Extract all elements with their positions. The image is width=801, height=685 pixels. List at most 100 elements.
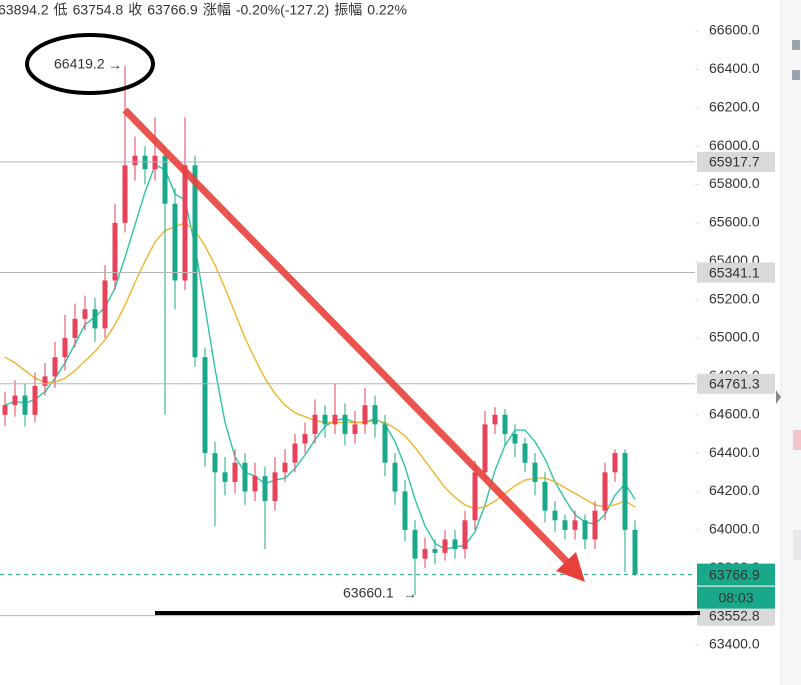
y-tick-label: 64200.0 bbox=[709, 482, 760, 498]
trend-arrow bbox=[122, 107, 573, 568]
candle-body bbox=[72, 318, 78, 339]
candle-body bbox=[602, 472, 608, 511]
candle-body bbox=[392, 462, 398, 492]
highlight-circle bbox=[25, 33, 155, 95]
header-item: 63766.9 bbox=[147, 2, 198, 18]
candle-body bbox=[472, 472, 478, 521]
ma-line bbox=[4, 164, 636, 550]
header-item: -0.20%(-127.2) bbox=[236, 2, 329, 18]
y-tick-label: 65000.0 bbox=[709, 329, 760, 345]
y-tick-label: 66600.0 bbox=[709, 22, 760, 38]
price-label-box bbox=[697, 605, 775, 626]
candle-body bbox=[562, 520, 568, 530]
y-tick-label: 66000.0 bbox=[709, 137, 760, 153]
candle-body bbox=[332, 414, 338, 425]
candle-body bbox=[622, 453, 628, 530]
candle-body bbox=[172, 203, 178, 281]
countdown-box bbox=[697, 586, 775, 609]
price-label-box bbox=[697, 262, 775, 283]
candle-body bbox=[22, 395, 28, 415]
candle-body bbox=[182, 165, 188, 281]
candle-body bbox=[592, 510, 598, 540]
candle-body bbox=[312, 414, 318, 434]
side-panel bbox=[781, 0, 801, 685]
side-icons bbox=[776, 40, 801, 560]
countdown: 08:03 bbox=[718, 589, 753, 605]
candle-body bbox=[62, 338, 68, 358]
header-item: 收 bbox=[128, 2, 142, 18]
candle-body bbox=[282, 462, 288, 473]
candle-body bbox=[572, 520, 578, 530]
candle-body bbox=[92, 309, 98, 329]
candle-body bbox=[112, 222, 118, 281]
candle-body bbox=[382, 424, 388, 463]
candle-body bbox=[492, 414, 498, 425]
candle-body bbox=[142, 155, 148, 170]
last-price-box bbox=[697, 563, 775, 586]
candle-body bbox=[42, 376, 48, 386]
collapse-arrow bbox=[776, 390, 781, 404]
price-label-box bbox=[697, 373, 775, 394]
candle-body bbox=[522, 443, 528, 463]
candle-body bbox=[82, 309, 88, 319]
candle-body bbox=[322, 414, 328, 425]
candle-body bbox=[152, 155, 158, 170]
candle-body bbox=[122, 165, 128, 223]
trend-arrow-head bbox=[556, 552, 585, 582]
y-tick-label: 64400.0 bbox=[709, 444, 760, 460]
candle-body bbox=[262, 476, 268, 502]
price-label-box bbox=[697, 151, 775, 172]
low-arrow: → bbox=[403, 586, 417, 602]
candle-body bbox=[102, 280, 108, 329]
candle-body bbox=[212, 453, 218, 473]
candle-body bbox=[462, 520, 468, 550]
candle-body bbox=[412, 529, 418, 559]
y-tick-label: 64600.0 bbox=[709, 405, 760, 421]
candle-body bbox=[512, 433, 518, 444]
y-tick-label: 65600.0 bbox=[709, 214, 760, 230]
candle-body bbox=[292, 443, 298, 463]
high-arrow: → bbox=[108, 57, 122, 73]
candle-body bbox=[52, 357, 58, 377]
candle-body bbox=[242, 462, 248, 492]
candle-body bbox=[132, 155, 138, 166]
last-price-label: 63766.9 bbox=[709, 566, 760, 582]
icon bbox=[793, 430, 801, 450]
header-item: 63894.2 bbox=[0, 2, 49, 18]
price-label: 64761.3 bbox=[709, 376, 760, 392]
header-item: 振幅 bbox=[334, 2, 362, 18]
price-label: 65917.7 bbox=[709, 154, 760, 170]
candle-body bbox=[2, 405, 8, 415]
plot: 66600.0 66400.0 66200.0 66000.0 65800.0 65600… bbox=[0, 22, 775, 652]
candle-body bbox=[342, 414, 348, 434]
y-tick-label: 66400.0 bbox=[709, 60, 760, 76]
y-tick-label: 65800.0 bbox=[709, 175, 760, 191]
high-label: 66419.2 bbox=[54, 56, 105, 72]
candle-body bbox=[12, 395, 18, 406]
icon bbox=[792, 70, 800, 80]
candle-body bbox=[402, 491, 408, 530]
candle-body bbox=[372, 405, 378, 425]
candle-body bbox=[302, 433, 308, 444]
candle-body bbox=[222, 472, 228, 482]
candle-body bbox=[362, 405, 368, 425]
candle-body bbox=[612, 453, 618, 473]
candle-body bbox=[442, 539, 448, 553]
y-tick-label: 65200.0 bbox=[709, 290, 760, 306]
price-label: 63552.8 bbox=[709, 607, 760, 623]
candle-body bbox=[482, 424, 488, 473]
price-label: 65341.1 bbox=[709, 264, 760, 280]
header-item: 涨幅 bbox=[203, 2, 231, 18]
candle-body bbox=[432, 549, 438, 553]
header-item: 低 bbox=[54, 2, 68, 18]
candle-body bbox=[532, 462, 538, 482]
candle-body bbox=[582, 520, 588, 540]
low-label: 63660.1 bbox=[343, 585, 394, 601]
icon bbox=[793, 530, 801, 560]
candle-body bbox=[542, 481, 548, 511]
header-item: 63754.8 bbox=[73, 2, 124, 18]
candle-body bbox=[202, 357, 208, 454]
y-tick-label: 63400.0 bbox=[709, 636, 760, 652]
